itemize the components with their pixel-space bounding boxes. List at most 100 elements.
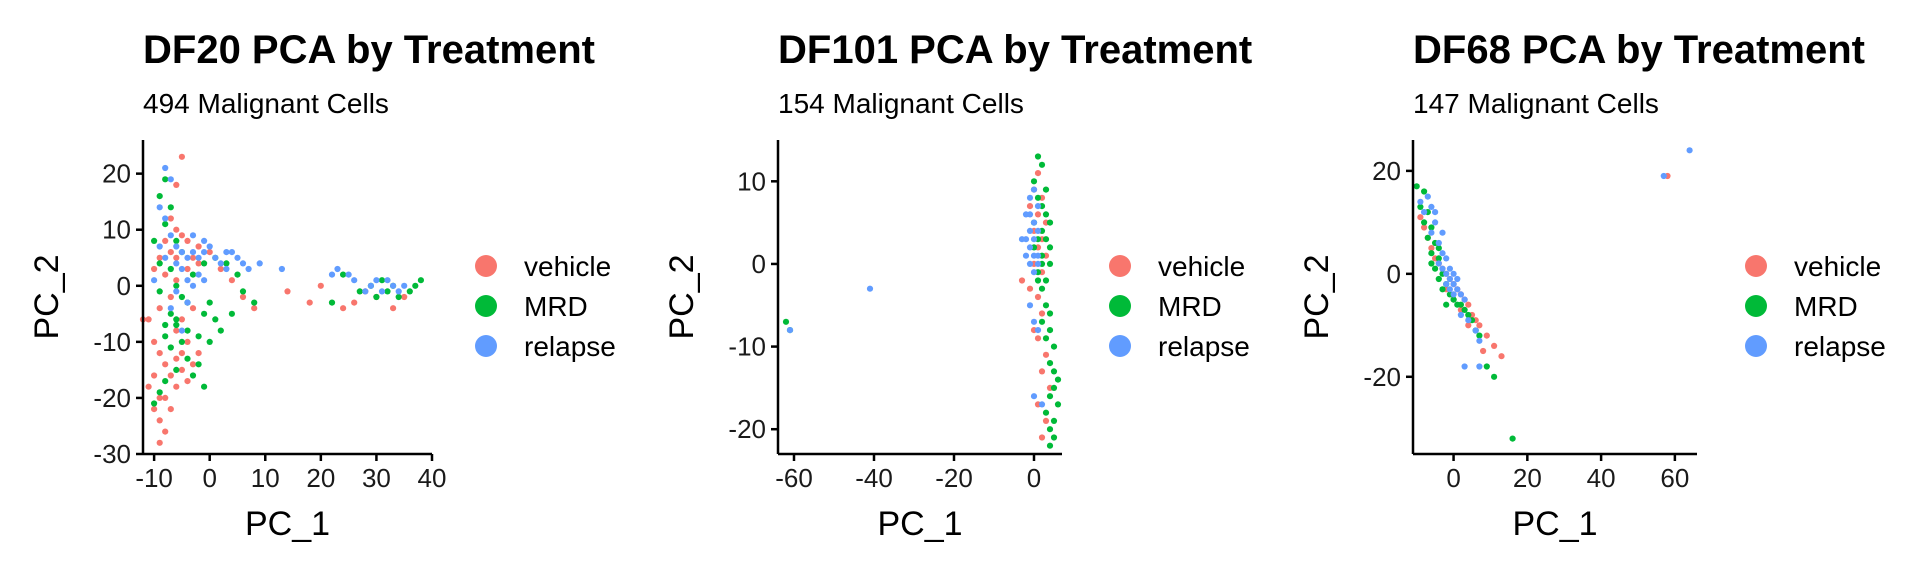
data-point-MRD xyxy=(1450,296,1457,303)
legend-swatch-relapse xyxy=(1745,335,1767,357)
data-point-vehicle xyxy=(184,338,191,345)
data-point-relapse xyxy=(189,232,197,239)
data-point-vehicle xyxy=(206,249,213,256)
data-point-MRD xyxy=(1428,250,1435,257)
data-point-MRD xyxy=(1042,409,1050,416)
data-point-vehicle xyxy=(189,361,197,368)
data-point-vehicle xyxy=(184,378,191,385)
data-point-vehicle xyxy=(390,305,397,312)
data-point-relapse xyxy=(1026,194,1034,201)
data-point-MRD xyxy=(1030,178,1038,185)
x-tick-label: -10 xyxy=(135,463,173,493)
legend-swatch-MRD xyxy=(1745,295,1767,317)
data-point-MRD xyxy=(1432,265,1439,272)
data-point-vehicle xyxy=(162,394,169,401)
data-point-relapse xyxy=(373,277,380,284)
data-points xyxy=(1413,147,1693,442)
data-point-MRD xyxy=(167,310,174,317)
data-point-relapse xyxy=(1439,250,1446,257)
data-point-MRD xyxy=(206,299,213,306)
legend: vehicle MRD relapse xyxy=(475,251,616,362)
legend: vehicle MRD relapse xyxy=(1745,251,1886,362)
data-point-MRD xyxy=(1050,384,1058,391)
data-point-relapse xyxy=(384,277,391,284)
data-point-relapse xyxy=(201,249,208,256)
data-point-MRD xyxy=(156,389,163,396)
x-tick-label: 20 xyxy=(1513,463,1542,493)
data-point-vehicle xyxy=(173,383,180,390)
data-point-MRD xyxy=(417,277,424,284)
data-point-MRD xyxy=(378,277,386,284)
data-point-vehicle xyxy=(239,293,247,301)
data-point-MRD xyxy=(189,372,197,379)
chart-title: DF68 PCA by Treatment xyxy=(1413,28,1865,72)
legend-swatch-vehicle xyxy=(1109,255,1131,277)
data-point-vehicle xyxy=(173,226,180,233)
data-point-MRD xyxy=(173,366,180,373)
data-point-MRD xyxy=(1476,332,1483,339)
data-point-relapse xyxy=(334,265,341,273)
data-point-MRD xyxy=(1050,434,1058,441)
data-point-relapse xyxy=(167,176,174,183)
data-point-vehicle xyxy=(145,383,152,390)
data-point-relapse xyxy=(1439,265,1446,272)
data-point-relapse xyxy=(1030,393,1038,400)
x-tick-label: -60 xyxy=(775,463,813,493)
data-point-MRD xyxy=(1046,310,1054,317)
data-point-vehicle xyxy=(167,293,174,301)
data-point-relapse xyxy=(1443,255,1450,262)
data-point-relapse xyxy=(184,254,191,261)
data-point-relapse xyxy=(1030,252,1038,259)
data-point-MRD xyxy=(162,378,169,385)
data-point-MRD xyxy=(340,271,347,278)
data-point-vehicle xyxy=(151,265,158,273)
data-point-relapse xyxy=(345,271,352,278)
data-point-relapse xyxy=(178,265,185,273)
data-point-vehicle xyxy=(156,417,163,424)
data-point-MRD xyxy=(1424,234,1431,241)
data-point-relapse xyxy=(1432,209,1439,216)
data-point-vehicle xyxy=(145,316,152,323)
data-point-relapse xyxy=(189,282,197,289)
data-point-relapse xyxy=(1686,147,1693,154)
data-point-MRD xyxy=(162,333,169,340)
data-point-vehicle xyxy=(156,350,163,357)
data-point-MRD xyxy=(384,288,391,295)
data-point-vehicle xyxy=(1018,277,1026,284)
data-point-relapse xyxy=(1446,275,1453,283)
data-point-relapse xyxy=(866,285,874,292)
data-point-relapse xyxy=(1454,286,1461,293)
data-point-vehicle xyxy=(1038,310,1046,317)
chart-subtitle: 494 Malignant Cells xyxy=(143,88,389,119)
panel-3: DF68 PCA by Treatment 147 Malignant Cells… xyxy=(1298,28,1886,543)
data-point-relapse xyxy=(212,254,219,261)
data-point-MRD xyxy=(228,310,235,317)
data-point-MRD xyxy=(1034,153,1042,160)
data-point-MRD xyxy=(1054,376,1062,383)
data-point-MRD xyxy=(1443,301,1450,308)
data-point-MRD xyxy=(1034,277,1042,284)
data-point-relapse xyxy=(1026,260,1034,267)
x-tick-label: 30 xyxy=(362,463,391,493)
data-point-relapse xyxy=(184,299,191,306)
y-tick-label: -20 xyxy=(93,383,131,413)
data-point-relapse xyxy=(178,327,185,334)
data-point-relapse xyxy=(401,282,408,289)
data-point-vehicle xyxy=(189,254,197,261)
legend-swatch-MRD xyxy=(1109,295,1131,317)
data-point-vehicle xyxy=(284,288,291,295)
y-axis-title: PC_2 xyxy=(1298,254,1336,339)
legend-swatch-vehicle xyxy=(475,255,497,277)
x-axis-title: PC_1 xyxy=(1512,505,1597,543)
data-point-MRD xyxy=(1042,236,1050,243)
data-point-vehicle xyxy=(162,271,169,278)
data-point-MRD xyxy=(1428,224,1435,231)
data-point-relapse xyxy=(1476,363,1483,370)
data-point-MRD xyxy=(1046,219,1054,226)
x-tick-label: 40 xyxy=(1587,463,1616,493)
data-point-vehicle xyxy=(217,265,224,273)
data-point-relapse xyxy=(1030,318,1038,325)
data-point-MRD xyxy=(234,271,241,278)
data-point-MRD xyxy=(1050,368,1058,375)
data-point-vehicle xyxy=(189,305,197,312)
